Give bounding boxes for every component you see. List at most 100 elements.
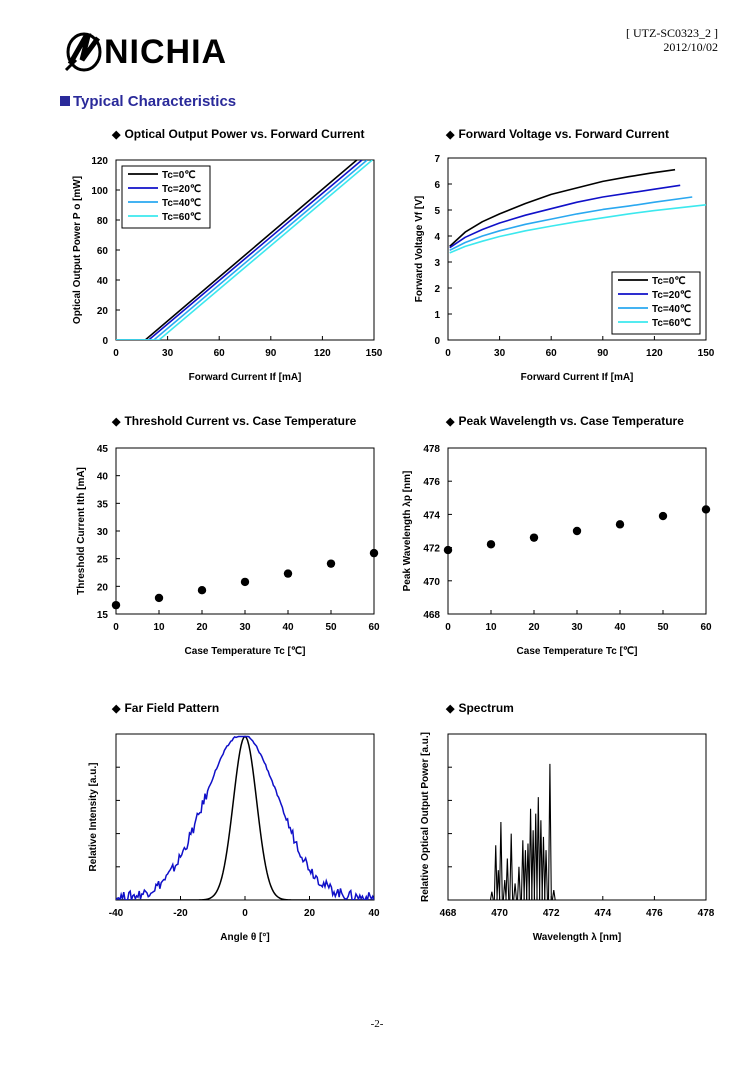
chart-title-spectrum: ◆ Spectrum [446,701,514,715]
y-tick-label: 476 [423,477,440,488]
data-point [615,520,625,529]
x-tick-label: 20 [196,622,208,633]
chart-title-wl-tc: ◆ Peak Wavelength vs. Case Temperature [446,414,684,428]
x-tick-label: 50 [657,622,669,633]
x-tick-label: 40 [614,622,626,633]
x-axis-label: Case Temperature Tc [℃] [185,646,306,657]
spectrum-peak [528,808,533,901]
data-point [111,600,121,610]
spectrum-peak [533,813,538,901]
y-axis-label: Forward Voltage Vf [V] [414,196,425,303]
y-tick-label: 7 [434,154,440,165]
y-tick-label: 15 [97,610,109,621]
chart-ith-tc: 0 10 20 30 40 50 60 15 20 25 30 35 40 45 Case Temperat… [60,436,390,686]
x-tick-label: -20 [173,908,188,919]
series-line [116,735,374,900]
y-tick-label: 60 [97,246,109,257]
diamond-bullet-icon: ◆ [112,703,121,715]
x-tick-label: 10 [153,622,165,633]
spectrum-peak [541,836,546,901]
y-tick-label: 20 [97,306,109,317]
legend-label: Tc=60℃ [162,212,201,223]
y-tick-label: 35 [97,499,109,510]
data-point [154,593,164,603]
data-point [326,559,336,568]
spectrum-peak [513,883,518,901]
chart-svg: 0 10 20 30 40 50 60 15 20 25 30 35 40 45 Case Temperat… [76,444,380,657]
x-tick-label: -40 [109,908,124,919]
document-date: 2012/10/02 [663,40,718,54]
data-point [529,533,539,542]
x-axis-label: Wavelength λ [nm] [533,932,622,943]
legend-box [121,165,211,229]
x-tick-label: 60 [368,622,380,633]
section-title: Typical Characteristics [60,93,236,110]
x-tick-label: 60 [214,348,226,359]
y-tick-label: 470 [423,577,440,588]
diamond-bullet-icon: ◆ [446,129,455,141]
x-tick-label: 468 [440,908,457,919]
data-point [486,540,496,549]
spectrum-peak [509,833,514,901]
series-line [116,160,373,340]
y-tick-label: 30 [97,527,109,538]
data-point [443,545,453,555]
y-tick-label: 3 [434,258,440,269]
diamond-bullet-icon: ◆ [446,703,455,715]
chart-svg: -40 -20 0 20 40 Angle θ [°] Relative Intensity… [88,733,380,943]
spectrum-peak [505,858,510,901]
series-line [449,184,681,249]
x-tick-label: 120 [314,348,331,359]
y-tick-label: 45 [97,444,109,455]
x-tick-label: 476 [646,908,663,919]
x-tick-label: 30 [239,622,251,633]
chart-title-po-if: ◆ Optical Output Power vs. Forward Curren… [112,127,365,141]
x-tick-label: 20 [528,622,540,633]
legend-label: Tc=60℃ [652,318,691,329]
data-point [572,526,582,536]
spectrum-peak [520,840,525,901]
y-tick-label: 80 [97,216,109,227]
x-axis-label: Forward Current If [mA] [521,372,634,383]
y-axis-label: Relative Optical Output Power [a.u.] [420,732,431,902]
y-tick-label: 120 [91,156,108,167]
x-tick-label: 0 [113,622,119,633]
x-tick-label: 0 [113,348,119,359]
y-tick-label: 40 [97,276,109,287]
x-tick-label: 60 [700,622,712,633]
data-point [658,511,668,521]
data-point [240,577,250,587]
x-tick-label: 150 [366,348,383,359]
series-line [116,160,368,340]
x-tick-label: 30 [571,622,583,633]
nichia-logo-icon [64,32,102,72]
spectrum-peak [517,866,521,901]
chart-wl-tc: 0 10 20 30 40 50 60 468 470 472 474 476 478 Case Temp… [392,436,722,686]
x-tick-label: 30 [494,348,506,359]
x-axis-label: Forward Current If [mA] [189,372,302,383]
y-tick-label: 40 [97,472,109,483]
chart-svg: 0 30 60 90 120 150 0 20 40 60 80 100 120 Forward Curr… [72,156,383,383]
spectrum-peak [551,889,556,901]
series-line [449,196,693,252]
x-tick-label: 50 [325,622,337,633]
spectrum-peak [531,830,536,901]
y-tick-label: 4 [434,232,440,243]
plot-frame [115,447,375,615]
y-tick-label: 1 [434,310,440,321]
y-axis-label: Threshold Current Ith [mA] [76,467,87,595]
chart-title-vf-if: ◆ Forward Voltage vs. Forward Current [446,127,669,141]
x-tick-label: 90 [597,348,609,359]
x-tick-label: 20 [304,908,316,919]
series-line [449,168,676,247]
brand-name: NICHIA [104,33,228,71]
section-title-text: Typical Characteristics [73,93,237,110]
page-number: -2- [370,1018,384,1030]
y-tick-label: 478 [423,444,440,455]
document-id-block: [ UTZ-SC0323_2 ] 2012/10/02 [626,26,718,54]
legend-label: Tc=20℃ [652,290,691,301]
spectrum-peak [489,891,494,901]
x-tick-label: 60 [546,348,558,359]
chart-svg: 0 30 60 90 120 150 0 1 2 3 4 5 6 7 Forward Current If … [414,154,715,383]
y-tick-label: 6 [434,180,440,191]
